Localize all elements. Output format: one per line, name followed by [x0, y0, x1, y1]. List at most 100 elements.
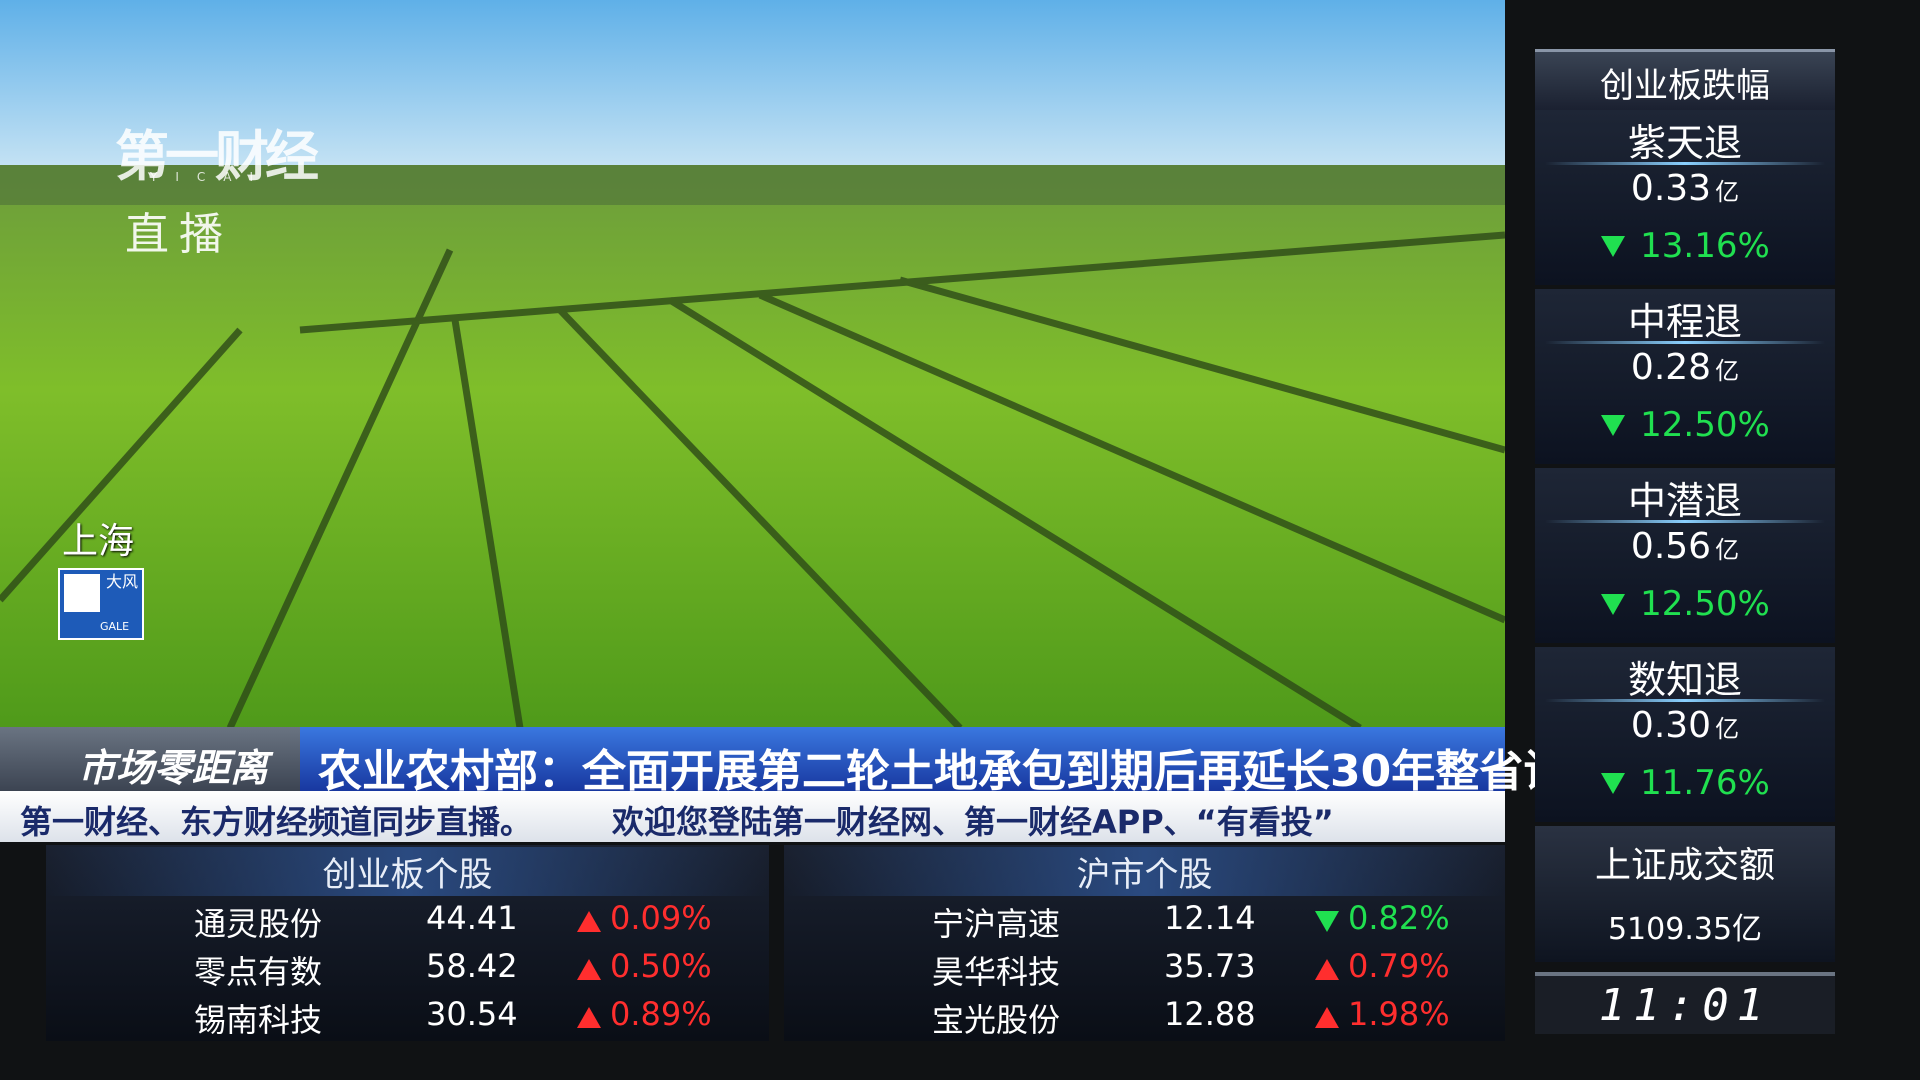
amount-line: 0.56 亿	[1535, 526, 1835, 567]
divider	[1545, 520, 1825, 523]
price: 30.54	[426, 995, 518, 1033]
amount: 0.28	[1630, 347, 1712, 388]
arrow-shape	[1315, 911, 1339, 932]
direction-arrow	[1315, 911, 1339, 932]
arrow-shape	[1315, 959, 1339, 980]
direction-arrow	[1315, 959, 1339, 980]
stock-name: 中程退	[1627, 300, 1742, 344]
ticker: 第一财经、东方财经频道同步直播。 欢迎您登陆第一财经网、第一财经APP、“有看投…	[20, 803, 1334, 841]
unit: 亿	[1715, 357, 1740, 385]
weather-label: 大风	[105, 572, 138, 591]
change: 1.98%	[1348, 995, 1450, 1033]
stock-name: 数知退	[1627, 658, 1742, 702]
direction-arrow	[577, 911, 601, 932]
stock-name: 零点有数	[194, 953, 323, 991]
live-label: 直播	[125, 209, 233, 260]
amount: 0.56	[1630, 526, 1712, 567]
stock-name: 宁沪高速	[932, 905, 1061, 943]
stock-name: 中潜退	[1627, 479, 1742, 523]
side-item: 紫天退 0.33 亿 13.16%	[1535, 110, 1835, 285]
change: 12.50%	[1640, 584, 1770, 624]
amount: 0.33	[1630, 168, 1712, 209]
change: 0.79%	[1348, 947, 1450, 985]
clock-box: 11:01	[1535, 972, 1835, 1034]
divider	[1545, 162, 1825, 165]
table-row: 昊华科技 35.73 0.79%	[784, 943, 1505, 991]
channel-logo: 第一财经	[115, 125, 319, 188]
amount: 0.30	[1630, 705, 1712, 746]
arrow-shape	[1601, 236, 1626, 257]
change: 12.50%	[1640, 405, 1770, 445]
price: 35.73	[1164, 947, 1256, 985]
unit: 亿	[1715, 536, 1740, 564]
table-row: 宝光股份 12.88 1.98%	[784, 991, 1505, 1039]
change: 11.76%	[1640, 763, 1770, 803]
change: 0.82%	[1348, 899, 1450, 937]
direction-arrow	[577, 959, 601, 980]
table-title: 创业板个股	[46, 847, 769, 896]
stock-table: 沪市个股宁沪高速 12.14 0.82% 昊华科技 35.73 0.79% 宝光股份 12.8…	[784, 845, 1505, 1041]
program-box: 市场零距离	[0, 727, 300, 791]
arrow-shape	[577, 911, 601, 932]
table-row: 通灵股份 44.41 0.09%	[46, 895, 769, 943]
weather-en: GALE	[100, 620, 130, 633]
stock-name: 通灵股份	[194, 905, 323, 943]
arrow-shape	[1601, 594, 1626, 615]
unit: 亿	[1715, 178, 1740, 206]
direction-arrow	[1601, 594, 1626, 615]
change: 0.89%	[610, 995, 712, 1033]
price: 44.41	[426, 899, 518, 937]
change-line: 13.16%	[1535, 226, 1835, 266]
side-item: 中潜退 0.56 亿 12.50%	[1535, 468, 1835, 643]
direction-arrow	[1315, 1007, 1339, 1028]
side-title-box: 创业板跌幅	[1535, 49, 1835, 111]
city: 上海	[62, 521, 135, 562]
unit: 亿	[1715, 715, 1740, 743]
stock-name: 紫天退	[1627, 121, 1742, 165]
program-name: 市场零距离	[78, 746, 269, 790]
price: 12.14	[1164, 899, 1256, 937]
table-row: 零点有数 58.42 0.50%	[46, 943, 769, 991]
change: 13.16%	[1640, 226, 1770, 266]
amount-line: 0.28 亿	[1535, 347, 1835, 388]
direction-arrow	[1601, 415, 1626, 436]
change: 0.50%	[610, 947, 712, 985]
change-line: 12.50%	[1535, 405, 1835, 445]
arrow-shape	[577, 1007, 601, 1028]
arrow-shape	[1315, 1007, 1339, 1028]
price: 12.88	[1164, 995, 1256, 1033]
amount-line: 0.30 亿	[1535, 705, 1835, 746]
arrow-shape	[577, 959, 601, 980]
price: 58.42	[426, 947, 518, 985]
turnover-box: 上证成交额 5109.35亿	[1535, 826, 1835, 962]
divider	[1545, 699, 1825, 702]
table-row: 锡南科技 30.54 0.89%	[46, 991, 769, 1039]
ticker-bar: 第一财经、东方财经频道同步直播。 欢迎您登陆第一财经网、第一财经APP、“有看投…	[0, 791, 1505, 842]
side-title: 创业板跌幅	[1600, 66, 1770, 106]
stock-name: 宝光股份	[932, 1001, 1061, 1039]
table-row: 宁沪高速 12.14 0.82%	[784, 895, 1505, 943]
amount-line: 0.33 亿	[1535, 168, 1835, 209]
turnover-title: 上证成交额	[1594, 845, 1775, 886]
side-item: 中程退 0.28 亿 12.50%	[1535, 289, 1835, 464]
headline: 农业农村部：全面开展第二轮土地承包到期后再延长30年整省试点	[318, 746, 1612, 797]
clock: 11:01	[1598, 980, 1772, 1031]
arrow-shape	[1601, 773, 1626, 794]
video-frame	[0, 0, 1505, 728]
direction-arrow	[1601, 236, 1626, 257]
headline-bar: 农业农村部：全面开展第二轮土地承包到期后再延长30年整省试点	[300, 727, 1611, 797]
stock-name: 昊华科技	[932, 953, 1061, 991]
arrow-shape	[1601, 415, 1626, 436]
divider	[1545, 341, 1825, 344]
table-title: 沪市个股	[784, 847, 1505, 896]
turnover-value: 5109.35亿	[1607, 912, 1763, 947]
channel-logo-sub: YICAI	[150, 170, 271, 184]
stock-table: 创业板个股通灵股份 44.41 0.09% 零点有数 58.42 0.50% 锡南科技 30.…	[46, 845, 769, 1041]
direction-arrow	[1601, 773, 1626, 794]
change: 0.09%	[610, 899, 712, 937]
flag-box	[64, 574, 100, 612]
stock-name: 锡南科技	[194, 1001, 323, 1039]
side-item: 数知退 0.30 亿 11.76%	[1535, 647, 1835, 822]
